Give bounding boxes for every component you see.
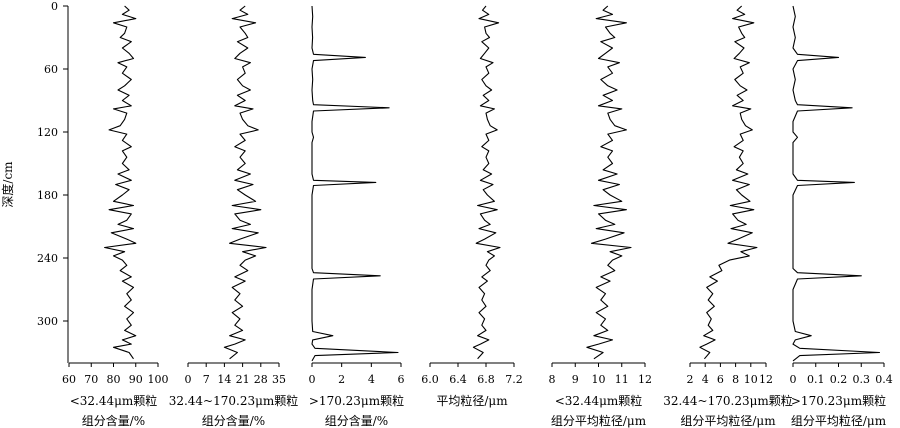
x-tick-label: 7.2: [505, 373, 523, 386]
x-tick-label: 12: [638, 373, 652, 386]
x-tick-label: 9: [572, 373, 579, 386]
series-line: [792, 5, 881, 362]
depth-tick-label: 300: [37, 315, 58, 328]
series-line: [472, 5, 501, 360]
x-tick-label: 90: [129, 373, 143, 386]
x-tick-label: 35: [272, 373, 286, 386]
depth-axis-label: 深度/cm: [0, 161, 15, 208]
panel-label: 组分含量/%: [325, 413, 388, 428]
x-tick-label: 0.3: [853, 373, 871, 386]
x-tick-label: 8: [732, 373, 739, 386]
x-tick-label: 11: [615, 373, 629, 386]
series-line: [223, 5, 267, 360]
x-tick-label: 0: [309, 373, 316, 386]
x-tick-label: 0.1: [807, 373, 825, 386]
panel-mean: 6.0 6.4 6.8 7.2 平均粒径/μm: [421, 5, 523, 408]
depth-tick-label: 240: [37, 252, 58, 265]
x-tick-label: 12: [759, 373, 773, 386]
x-tick-label: 70: [84, 373, 98, 386]
series-line: [699, 5, 758, 360]
panel-label: <32.44μm颗粒: [555, 393, 643, 408]
x-tick-label: 0: [790, 373, 797, 386]
x-tick-label: 100: [148, 373, 169, 386]
series-line: [104, 5, 137, 360]
x-tick-label: 60: [62, 373, 76, 386]
depth-tick-label: 60: [44, 63, 58, 76]
panel-label: >170.23μm颗粒: [791, 393, 886, 408]
x-tick-label: 6.8: [477, 373, 495, 386]
panel-label: 组分平均粒径/μm: [551, 413, 647, 428]
x-tick-label: 2: [338, 373, 345, 386]
x-tick-label: 28: [254, 373, 268, 386]
x-tick-label: 21: [236, 373, 250, 386]
x-tick-label: 2: [687, 373, 694, 386]
x-tick-label: 80: [107, 373, 121, 386]
series-line: [311, 5, 399, 362]
x-tick-label: 10: [744, 373, 758, 386]
panel-label: 组分含量/%: [82, 413, 145, 428]
x-tick-label: 6: [398, 373, 405, 386]
depth-axis: 0 60 120 180 240 300: [37, 0, 69, 363]
x-tick-label: 8: [549, 373, 556, 386]
x-tick-label: 10: [592, 373, 606, 386]
x-tick-label: 4: [702, 373, 709, 386]
x-tick-label: 0.2: [830, 373, 848, 386]
panel-label: 平均粒径/μm: [436, 393, 508, 408]
depth-tick-label: 120: [37, 126, 58, 139]
x-tick-label: 0: [185, 373, 192, 386]
panel-label: 32.44~170.23μm颗粒: [169, 393, 299, 408]
panel-label: 组分含量/%: [202, 413, 265, 428]
x-tick-label: 7: [203, 373, 210, 386]
depth-tick-label: 0: [51, 0, 58, 13]
depth-axis-title: 深度/cm: [0, 161, 15, 208]
depth-tick-label: 180: [37, 189, 58, 202]
x-tick-label: 6: [717, 373, 724, 386]
x-tick-label: 4: [368, 373, 375, 386]
panel-label: 组分平均粒径/μm: [680, 413, 776, 428]
x-tick-label: 6.4: [449, 373, 467, 386]
x-tick-label: 14: [217, 373, 231, 386]
panel-label: <32.44μm颗粒: [70, 393, 158, 408]
panel-label: 32.44~170.23μm颗粒: [663, 393, 793, 408]
x-tick-label: 0.4: [875, 373, 893, 386]
x-tick-label: 6.0: [421, 373, 439, 386]
series-line: [586, 5, 632, 360]
panel-label: 组分平均粒径/μm: [791, 413, 887, 428]
panel-label: >170.23μm颗粒: [309, 393, 404, 408]
